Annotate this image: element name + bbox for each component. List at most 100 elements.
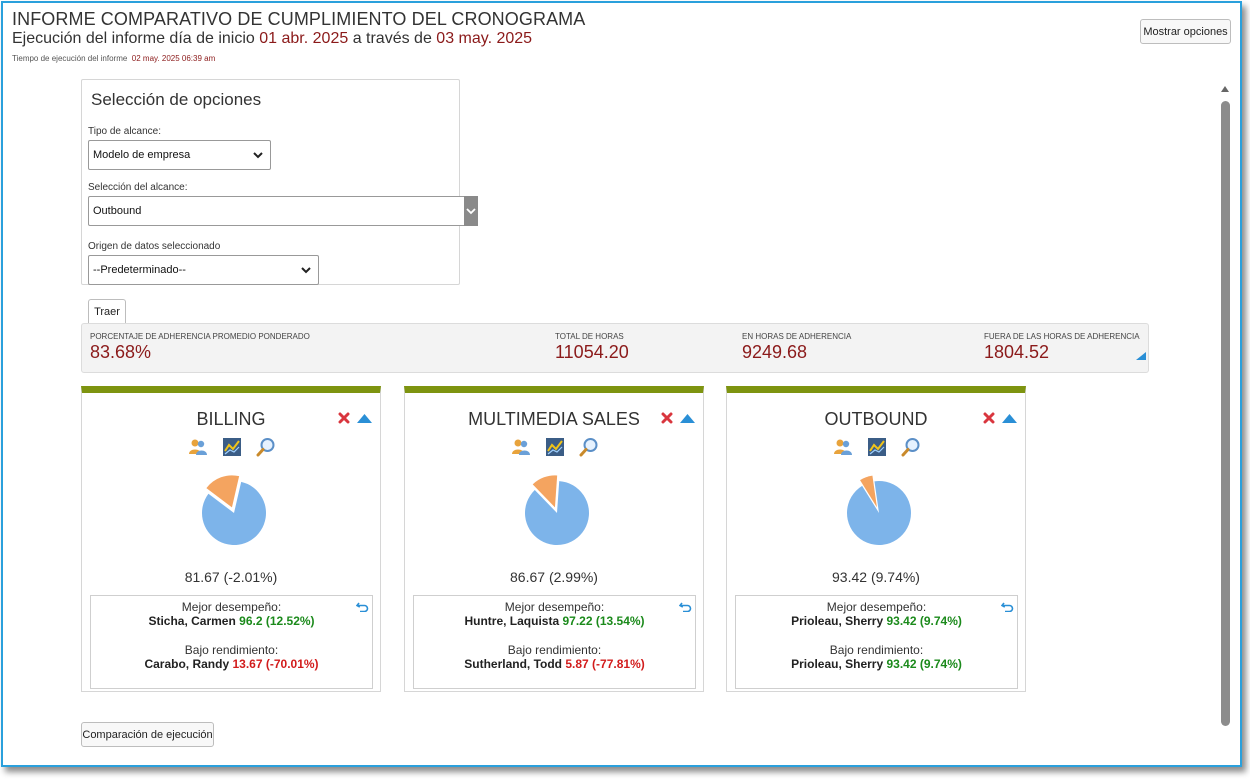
runtime-label: Tiempo de ejecución del informe [12,54,128,63]
close-icon[interactable] [338,412,350,424]
performance-box: Mejor desempeño: Prioleau, Sherry 93.42 … [735,595,1018,689]
summary-total-hours: TOTAL DE HORAS 11054.20 [555,332,629,363]
best-performer: Huntre, Laquista 97.22 (13.54%) [414,614,695,628]
summary-weighted-avg: PORCENTAJE DE ADHERENCIA PROMEDIO PONDER… [90,332,310,363]
low-performer: Sutherland, Todd 5.87 (-77.81%) [414,657,695,671]
low-performer-label: Bajo rendimiento: [507,643,602,657]
magnifier-icon[interactable] [901,437,921,457]
low-performer: Carabo, Randy 13.67 (-70.01%) [91,657,372,671]
total-hours-label: TOTAL DE HORAS [555,332,624,341]
pie-slice-adherence [525,481,589,545]
best-performer-value: 97.22 (13.54%) [562,614,645,628]
best-performer-label: Mejor desempeño: [181,600,282,614]
data-source-select[interactable]: --Predeterminado-- [88,255,319,285]
users-icon[interactable] [833,437,853,457]
card-score: 81.67 (-2.01%) [184,569,278,585]
low-performer-value: 13.67 (-70.01%) [232,657,319,671]
subtitle-prefix: Ejecución del informe día de inicio [12,30,255,47]
options-title: Selección de opciones [91,90,262,109]
run-comparison-button[interactable]: Comparación de ejecución [81,722,214,747]
total-hours-value: 11054.20 [555,342,629,362]
card-outbound: OUTBOUND 93.42 (9.74%) Mejor desempeño [726,386,1026,692]
card-tools [188,437,278,459]
vertical-scrollbar[interactable] [1221,101,1230,726]
card-multimedia-sales: MULTIMEDIA SALES 86.67 (2.99%) Mejor d [404,386,704,692]
close-icon[interactable] [983,412,995,424]
pie-slice-non-adherence [532,475,558,508]
best-performer: Prioleau, Sherry 93.42 (9.74%) [736,614,1017,628]
data-source-label: Origen de datos seleccionado [88,241,221,252]
scroll-up-arrow-icon[interactable] [1220,85,1230,93]
scope-selection-dropdown-toggle[interactable] [464,196,478,226]
scope-type-select[interactable]: Modelo de empresa [88,140,271,170]
options-panel: Selección de opciones Tipo de alcance: M… [81,79,478,285]
chevron-down-icon [301,267,311,274]
runtime-value: 02 may. 2025 06:39 am [131,54,216,63]
undo-icon[interactable] [356,601,369,612]
show-options-button[interactable]: Mostrar opciones [1140,19,1231,44]
low-performer-label: Bajo rendimiento: [829,643,924,657]
performance-box: Mejor desempeño: Huntre, Laquista 97.22 … [413,595,696,689]
adherence-pie-chart [525,475,589,545]
chart-icon[interactable] [222,437,242,457]
undo-icon[interactable] [1001,601,1014,612]
chart-icon[interactable] [545,437,565,457]
collapse-up-icon[interactable] [1002,413,1017,423]
card-title: BILLING [196,409,266,429]
performance-box: Mejor desempeño: Sticha, Carmen 96.2 (12… [90,595,373,689]
summary-out-adherence: FUERA DE LAS HORAS DE ADHERENCIA 1804.52 [984,332,1140,363]
summary-in-adherence: EN HORAS DE ADHERENCIA 9249.68 [742,332,851,363]
report-window: INFORME COMPARATIVO DE CUMPLIMIENTO DEL … [1,1,1242,767]
adherence-pie-chart [202,475,266,545]
collapse-up-icon[interactable] [680,413,695,423]
scope-selection-value: Outbound [93,205,142,217]
report-subtitle: Ejecución del informe día de inicio 01 a… [12,30,532,48]
scope-selection-select[interactable]: Outbound [88,196,478,226]
users-icon[interactable] [188,437,208,457]
users-icon[interactable] [511,437,531,457]
out-adherence-value: 1804.52 [984,342,1050,362]
report-title: INFORME COMPARATIVO DE CUMPLIMIENTO DEL … [12,9,586,29]
best-performer-value: 93.42 (9.74%) [886,614,962,628]
start-date: 01 abr. 2025 [259,30,349,47]
chevron-down-icon [466,208,476,215]
card-title: OUTBOUND [824,409,928,429]
low-performer-value: 5.87 (-77.81%) [565,657,645,671]
best-performer-name: Sticha, Carmen [148,614,236,628]
best-performer-name: Huntre, Laquista [464,614,560,628]
chevron-down-icon [253,152,263,159]
collapse-up-icon[interactable] [357,413,372,423]
low-performer-label: Bajo rendimiento: [184,643,279,657]
low-performer-name: Prioleau, Sherry [791,657,884,671]
scope-selection-label: Selección del alcance: [88,182,188,193]
best-performer: Sticha, Carmen 96.2 (12.52%) [91,614,372,628]
close-icon[interactable] [661,412,673,424]
subtitle-mid: a través de [352,30,432,47]
collapse-up-icon[interactable] [1136,352,1146,360]
summary-bar: PORCENTAJE DE ADHERENCIA PROMEDIO PONDER… [81,323,1149,373]
best-performer-value: 96.2 (12.52%) [239,614,315,628]
end-date: 03 may. 2025 [436,30,533,47]
best-performer-label: Mejor desempeño: [826,600,927,614]
scope-type-label: Tipo de alcance: [88,126,162,137]
low-performer-name: Carabo, Randy [144,657,230,671]
card-score: 93.42 (9.74%) [832,569,920,585]
low-performer: Prioleau, Sherry 93.42 (9.74%) [736,657,1017,671]
scope-type-value: Modelo de empresa [93,149,191,161]
in-adherence-label: EN HORAS DE ADHERENCIA [742,332,852,341]
low-performer-name: Sutherland, Todd [464,657,563,671]
fetch-button[interactable]: Traer [88,299,126,324]
low-performer-value: 93.42 (9.74%) [886,657,962,671]
out-adherence-label: FUERA DE LAS HORAS DE ADHERENCIA [984,332,1140,341]
in-adherence-value: 9249.68 [742,342,808,362]
magnifier-icon[interactable] [256,437,276,457]
pie-slice-adherence [847,481,911,545]
data-source-value: --Predeterminado-- [93,264,186,276]
magnifier-icon[interactable] [579,437,599,457]
pie-slice-non-adherence [860,475,877,508]
card-tools [833,437,923,459]
card-tools [511,437,601,459]
runtime-line: Tiempo de ejecución del informe 02 may. … [12,54,215,63]
undo-icon[interactable] [679,601,692,612]
chart-icon[interactable] [867,437,887,457]
